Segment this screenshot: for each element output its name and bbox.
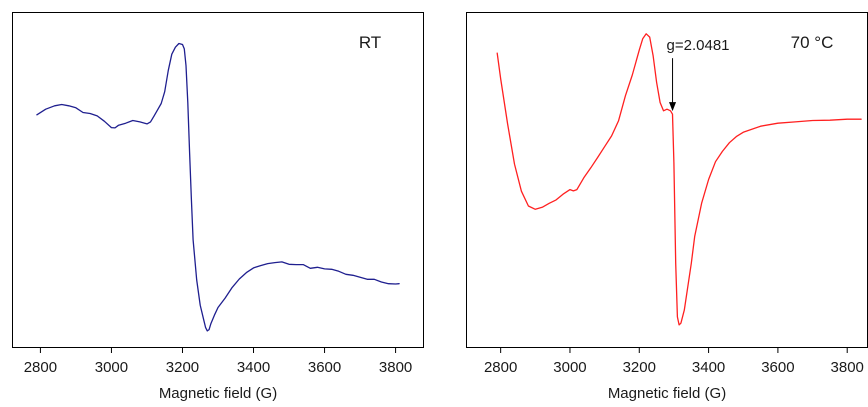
- x-tick-label: 3200: [166, 359, 199, 376]
- panel-label: RT: [359, 33, 381, 52]
- panel-label: 70 °C: [791, 33, 834, 52]
- annotation-arrow-head: [669, 102, 677, 112]
- panel-70c: 2800 3000 3200 3400 3600 3800 Magnetic field (…: [466, 12, 868, 402]
- x-tick-label: 3400: [237, 359, 270, 376]
- x-tick-label: 3600: [308, 359, 341, 376]
- plot-frame: [466, 12, 868, 348]
- epr-spectrum-line: [36, 42, 400, 332]
- x-tick-label: 3200: [623, 359, 656, 376]
- x-tick-label: 3800: [379, 359, 412, 376]
- x-tick-label: 2800: [24, 359, 57, 376]
- panel-rt: 2800 3000 3200 3400 3600 3800 Magnetic field (…: [12, 12, 424, 402]
- plot-frame: [12, 12, 424, 348]
- x-axis-title: Magnetic field (G): [608, 385, 726, 402]
- x-tick-label: 3600: [761, 359, 794, 376]
- epr-spectrum-line: [496, 33, 862, 326]
- x-tick-label: 3000: [553, 359, 586, 376]
- x-tick-label: 3800: [831, 359, 864, 376]
- x-tick-label: 2800: [484, 359, 517, 376]
- g-factor-annotation: g=2.0481: [667, 37, 730, 54]
- x-tick-label: 3400: [692, 359, 725, 376]
- x-tick-label: 3000: [95, 359, 128, 376]
- x-axis-title: Magnetic field (G): [159, 385, 277, 402]
